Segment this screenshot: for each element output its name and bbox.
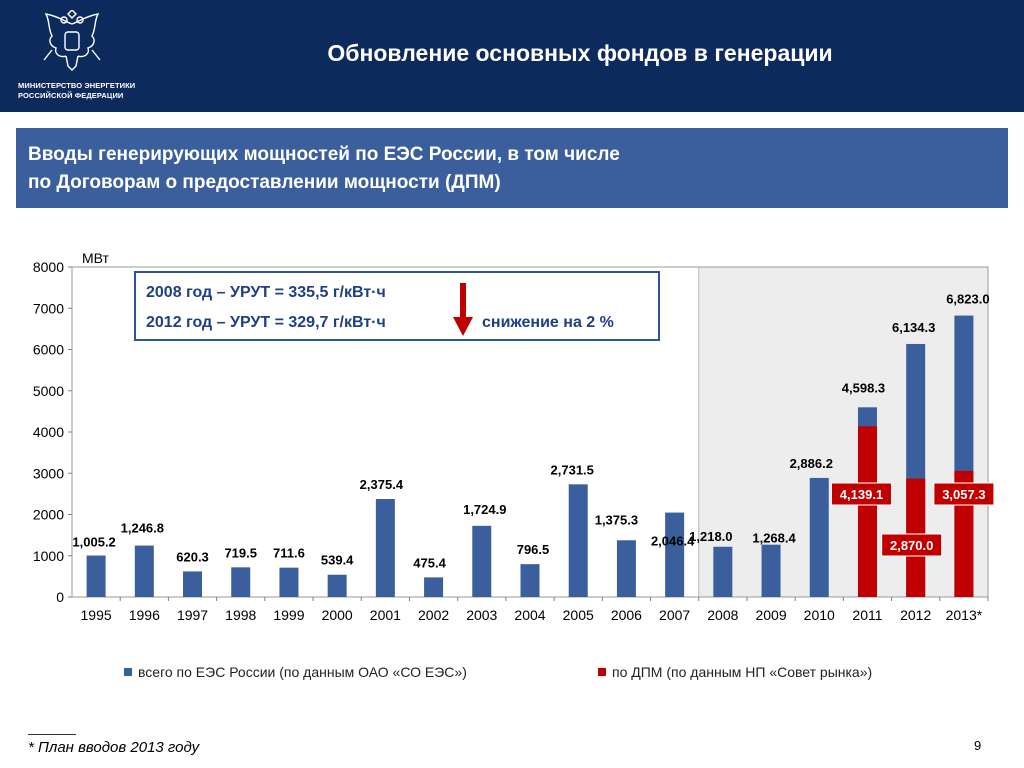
x-tick-label: 2007 <box>659 607 690 623</box>
legend-swatch-dpm <box>598 668 606 677</box>
bar-total <box>809 477 829 597</box>
legend-item-dpm: по ДПМ (по данным НП «Совет рынка») <box>598 664 872 680</box>
data-label-dpm-box <box>830 482 892 506</box>
bar-total <box>375 499 395 597</box>
subtitle-line-2: по Договорам о предоставлении мощности (… <box>28 172 501 193</box>
y-axis-unit: МВт <box>82 250 110 266</box>
data-label-total: 1,005.2 <box>72 535 115 550</box>
down-arrow-icon <box>453 283 473 336</box>
data-label-total: 711.6 <box>273 546 305 561</box>
x-tick-label: 2011 <box>852 607 882 623</box>
bar-total <box>520 564 540 597</box>
data-label-dpm-box <box>933 482 995 506</box>
x-tick-label: 1995 <box>81 607 112 623</box>
bar-total <box>279 567 299 597</box>
data-label-total: 620.3 <box>176 549 209 564</box>
data-label-total: 2,731.5 <box>551 462 594 477</box>
callout-line-2012: 2012 год – УРУТ = 329,7 г/кВт·ч <box>146 314 386 331</box>
bar-total <box>327 574 347 597</box>
data-label-dpm: 4,139.1 <box>840 487 883 502</box>
y-tick-label: 0 <box>56 589 64 605</box>
legend-item-total: всего по ЕЭС России (по данным ОАО «СО Е… <box>124 664 467 680</box>
footnote-divider <box>28 734 76 735</box>
data-label-total: 1,246.8 <box>121 521 164 536</box>
data-label-total: 2,375.4 <box>360 477 404 492</box>
y-tick-label: 5000 <box>33 383 64 399</box>
data-label-total: 6,134.3 <box>892 320 935 335</box>
callout-line-2008: 2008 год – УРУТ = 335,5 г/кВт·ч <box>146 284 386 301</box>
data-label-total: 1,375.3 <box>595 512 638 527</box>
x-tick-label: 2004 <box>514 607 545 623</box>
footnote: * План вводов 2013 году <box>28 739 200 756</box>
legend-swatch-total <box>124 668 132 677</box>
callout-decrease: снижение на 2 % <box>482 314 614 331</box>
x-tick-label: 2009 <box>755 607 786 623</box>
ministry-line-2: РОССИЙСКОЙ ФЕДЕРАЦИИ <box>18 91 124 100</box>
x-tick-label: 2005 <box>563 607 594 623</box>
data-label-total: 2,046.4 <box>651 534 695 549</box>
data-label-total: 539.4 <box>321 553 354 568</box>
x-tick-label: 2003 <box>466 607 497 623</box>
x-tick-label: 2001 <box>370 607 401 623</box>
header-bar: МИНИСТЕРСТВО ЭНЕРГЕТИКИ РОССИЙСКОЙ ФЕДЕР… <box>0 0 1024 112</box>
highlight-panel <box>698 266 989 598</box>
bar-total <box>424 577 444 597</box>
urut-callout-box: 2008 год – УРУТ = 335,5 г/кВт·ч 2012 год… <box>134 271 660 341</box>
bar-total <box>568 484 588 597</box>
x-tick-label: 2013* <box>946 607 983 623</box>
x-tick-label: 1997 <box>177 607 208 623</box>
x-tick-label: 2008 <box>707 607 738 623</box>
x-tick-label: 1998 <box>225 607 256 623</box>
subtitle-box: Вводы генерирующих мощностей по ЕЭС Росс… <box>16 128 1008 208</box>
bar-total <box>472 525 492 597</box>
ministry-line-1: МИНИСТЕРСТВО ЭНЕРГЕТИКИ <box>18 81 136 90</box>
subtitle-line-1: Вводы генерирующих мощностей по ЕЭС Росс… <box>28 144 620 165</box>
x-tick-label: 2002 <box>418 607 449 623</box>
data-label-dpm-box <box>881 533 943 557</box>
x-tick-label: 2006 <box>611 607 642 623</box>
data-label-total: 796.5 <box>517 542 550 557</box>
bar-total <box>134 545 154 597</box>
x-tick-label: 2010 <box>804 607 835 623</box>
x-tick-label: 1996 <box>129 607 160 623</box>
y-tick-label: 3000 <box>33 465 64 481</box>
y-tick-label: 7000 <box>33 300 64 316</box>
y-tick-label: 4000 <box>33 424 64 440</box>
page-number: 9 <box>974 738 982 753</box>
bar-total <box>713 546 733 597</box>
data-label-total: 475.4 <box>413 555 446 570</box>
legend-label-total: всего по ЕЭС России (по данным ОАО «СО Е… <box>138 664 467 680</box>
bar-dpm <box>857 426 877 597</box>
data-label-total: 1,268.4 <box>752 531 796 546</box>
ministry-name: МИНИСТЕРСТВО ЭНЕРГЕТИКИ РОССИЙСКОЙ ФЕДЕР… <box>18 81 158 101</box>
data-label-dpm: 2,870.0 <box>890 538 933 553</box>
y-tick-label: 6000 <box>33 342 64 358</box>
legend-label-dpm: по ДПМ (по данным НП «Совет рынка») <box>612 664 873 680</box>
double-headed-eagle-icon <box>43 10 101 71</box>
data-label-total: 6,823.0 <box>946 292 989 307</box>
bar-total <box>616 540 636 597</box>
y-tick-label: 1000 <box>33 548 64 564</box>
y-tick-label: 2000 <box>33 507 64 523</box>
data-label-total: 719.5 <box>224 545 257 560</box>
x-tick-label: 1999 <box>273 607 304 623</box>
data-label-dpm: 3,057.3 <box>942 487 985 502</box>
data-label-total: 4,598.3 <box>842 380 885 395</box>
y-tick-label: 8000 <box>33 259 64 275</box>
bar-total <box>86 555 106 597</box>
bar-total <box>761 544 781 597</box>
x-tick-label: 2012 <box>900 607 931 623</box>
bar-total <box>183 571 203 597</box>
x-tick-label: 2000 <box>322 607 353 623</box>
data-label-total: 1,218.0 <box>689 529 732 544</box>
bar-total <box>231 567 251 597</box>
page-title: Обновление основных фондов в генерации <box>327 40 833 66</box>
data-label-total: 1,724.9 <box>463 502 506 517</box>
data-label-total: 2,886.2 <box>790 456 833 471</box>
bar-total <box>665 512 685 597</box>
